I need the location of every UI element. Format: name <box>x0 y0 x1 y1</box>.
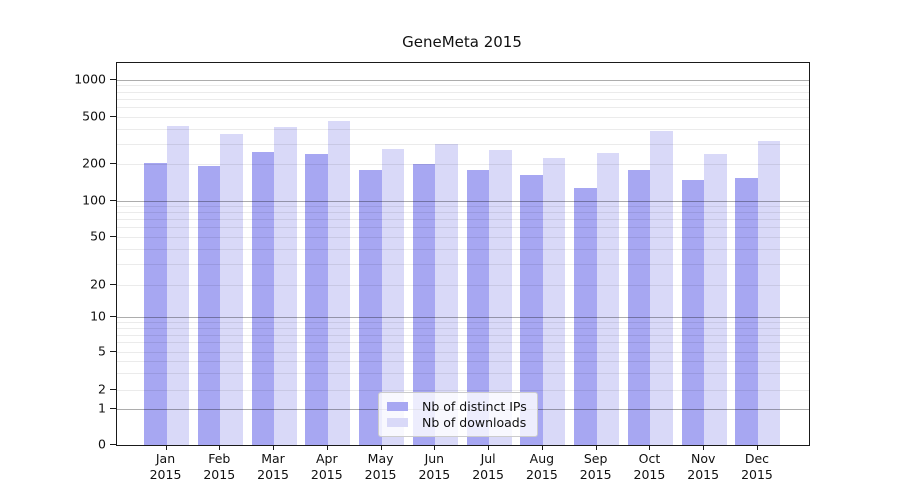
legend: Nb of distinct IPs Nb of downloads <box>378 392 538 437</box>
bar-distinct-ips-dec-2015 <box>735 177 758 445</box>
y-tick-mark-50 <box>110 236 116 237</box>
legend-item-downloads: Nb of downloads <box>387 414 527 430</box>
bar-distinct-ips-jul-2015 <box>466 169 490 445</box>
bar-distinct-ips-sep-2015 <box>574 188 597 445</box>
y-tick-mark-500 <box>110 116 116 118</box>
x-tick-mark-sep <box>595 445 597 450</box>
bar-downloads-jun-2015 <box>435 143 458 445</box>
x-tick-mark-may <box>380 445 382 450</box>
bar-downloads-jul-2015 <box>489 150 512 445</box>
bar-distinct-ips-aug-2015 <box>520 174 543 445</box>
x-tick-mark-apr <box>326 445 328 450</box>
bar-downloads-aug-2015 <box>542 157 566 445</box>
y-tick-label-1000: 1000 <box>74 71 106 87</box>
bar-downloads-sep-2015 <box>596 153 620 445</box>
x-tick-label-may-2015: May 2015 <box>364 451 397 482</box>
x-tick-label-mar-2015: Mar 2015 <box>257 451 289 482</box>
y-tick-label-50: 50 <box>90 228 106 244</box>
bar-downloads-feb-2015 <box>220 134 243 445</box>
bar-distinct-ips-feb-2015 <box>197 165 221 445</box>
y-tick-mark-1 <box>110 408 116 409</box>
y-tick-mark-10 <box>110 316 116 317</box>
bar-distinct-ips-apr-2015 <box>305 153 328 445</box>
y-tick-label-100: 100 <box>82 192 106 207</box>
minor-gridline-700 <box>117 99 809 101</box>
x-tick-label-jun-2015: Jun 2015 <box>418 451 451 482</box>
bar-downloads-mar-2015 <box>274 126 297 445</box>
bar-distinct-ips-nov-2015 <box>681 179 705 445</box>
x-tick-mark-mar <box>273 445 275 450</box>
major-gridline-1000 <box>117 79 809 81</box>
x-tick-label-nov-2015: Nov 2015 <box>687 451 720 482</box>
x-tick-label-jul-2015: Jul 2015 <box>472 451 505 482</box>
legend-swatch-distinct-ips <box>387 401 408 411</box>
legend-label-distinct-ips: Nb of distinct IPs <box>422 398 527 414</box>
bar-distinct-ips-jun-2015 <box>412 164 436 445</box>
bar-distinct-ips-jan-2015 <box>144 162 167 445</box>
y-tick-label-2: 2 <box>98 381 106 397</box>
x-tick-mark-dec <box>756 445 758 450</box>
minor-gridline-500 <box>117 117 809 119</box>
x-tick-label-sep-2015: Sep 2015 <box>579 451 612 482</box>
legend-swatch-downloads <box>387 417 408 427</box>
y-tick-label-20: 20 <box>90 276 106 292</box>
x-tick-mark-jul <box>488 445 490 450</box>
minor-gridline-400 <box>117 128 809 130</box>
x-tick-mark-aug <box>541 445 543 450</box>
minor-gridline-800 <box>117 91 809 93</box>
y-tick-label-5: 5 <box>98 343 106 358</box>
x-tick-label-oct-2015: Oct 2015 <box>633 451 666 482</box>
x-tick-mark-jun <box>434 445 436 450</box>
y-tick-label-0: 0 <box>98 436 106 452</box>
bar-distinct-ips-may-2015 <box>359 170 382 445</box>
x-tick-label-jan-2015: Jan 2015 <box>149 451 182 482</box>
bar-downloads-oct-2015 <box>650 131 673 445</box>
y-tick-label-1: 1 <box>98 400 106 416</box>
bar-downloads-nov-2015 <box>704 153 727 445</box>
x-tick-mark-nov <box>703 445 705 450</box>
x-tick-label-feb-2015: Feb 2015 <box>203 451 236 482</box>
x-tick-label-apr-2015: Apr 2015 <box>310 451 343 482</box>
y-tick-mark-20 <box>110 284 116 285</box>
y-tick-label-200: 200 <box>82 155 106 171</box>
x-tick-label-aug-2015: Aug 2015 <box>525 451 558 482</box>
plot-area <box>116 62 810 446</box>
y-tick-mark-5 <box>110 350 116 352</box>
x-tick-mark-jan <box>165 445 167 450</box>
legend-item-distinct-ips: Nb of distinct IPs <box>387 398 527 414</box>
y-tick-mark-2 <box>110 389 116 390</box>
bar-distinct-ips-mar-2015 <box>251 151 275 445</box>
chart-title: GeneMeta 2015 <box>402 33 522 51</box>
minor-gridline-600 <box>117 107 809 109</box>
bar-distinct-ips-oct-2015 <box>627 169 651 445</box>
bar-downloads-apr-2015 <box>327 121 351 445</box>
bar-downloads-dec-2015 <box>757 141 781 445</box>
y-tick-label-500: 500 <box>82 108 106 124</box>
x-tick-mark-feb <box>219 445 221 450</box>
y-tick-mark-0 <box>110 444 116 445</box>
y-tick-mark-100 <box>110 199 116 201</box>
y-tick-mark-1000 <box>110 78 116 80</box>
y-tick-label-10: 10 <box>90 308 106 324</box>
minor-gridline-900 <box>117 85 809 87</box>
bar-downloads-jan-2015 <box>166 125 189 445</box>
bar-downloads-may-2015 <box>381 149 405 445</box>
x-tick-mark-oct <box>649 445 651 450</box>
x-tick-label-dec-2015: Dec 2015 <box>741 451 773 482</box>
legend-label-downloads: Nb of downloads <box>422 414 527 430</box>
y-tick-mark-200 <box>110 163 116 165</box>
